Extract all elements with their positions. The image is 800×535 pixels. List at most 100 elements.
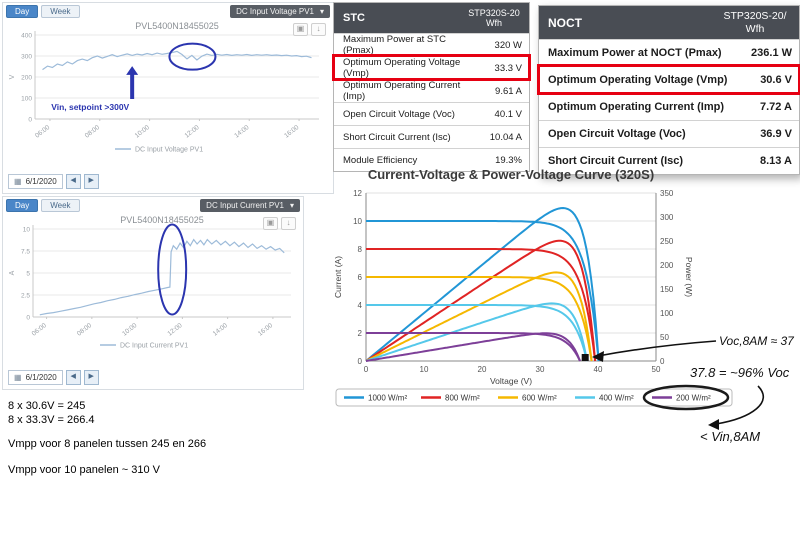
y-axis-unit: A xyxy=(9,270,16,275)
snapshot-icon[interactable]: ▣ xyxy=(293,23,308,36)
x-tick-label: 10:00 xyxy=(121,322,138,338)
spec-label: Optimum Operating Voltage (Vmp) xyxy=(548,74,728,86)
stc-spec-table: STC STP320S-20 Wfh Maximum Power at STC … xyxy=(332,2,531,172)
metric-dropdown[interactable]: DC Input Voltage PV1 ▾ xyxy=(230,5,330,18)
iv-pv-curve-chart: Current-Voltage & Power-Voltage Curve (3… xyxy=(333,167,733,411)
download-icon[interactable]: ↓ xyxy=(281,217,296,230)
iv-curve xyxy=(366,276,593,362)
chart-toolbar: ▣ ↓ xyxy=(293,23,326,36)
series-line xyxy=(39,238,285,316)
spec-label: Optimum Operating Voltage (Vmp) xyxy=(343,57,461,79)
spec-value: 7.72 A xyxy=(759,101,792,113)
voltage-dip-ellipse-annotation xyxy=(168,42,217,71)
vin-note-arrowhead xyxy=(708,419,719,430)
y-tick-label: 100 xyxy=(21,96,32,103)
chart-toolbar: ▣ ↓ xyxy=(263,217,296,230)
iv-chart-title: Current-Voltage & Power-Voltage Curve (3… xyxy=(368,167,654,182)
noct-spec-table: NOCT STP320S-20/ Wfh Maximum Power at NO… xyxy=(537,5,800,175)
spec-value: 10.04 A xyxy=(489,131,522,143)
stc-table-title: STC xyxy=(343,12,365,24)
x-tick-label: 16:00 xyxy=(257,322,274,338)
prev-day-button[interactable]: ◀ xyxy=(65,174,81,189)
spec-label: Module Efficiency xyxy=(343,154,418,166)
vin-note-text: < Vin,8AM xyxy=(700,429,760,444)
right-tick-label: 100 xyxy=(660,309,674,318)
calculation-notes: 8 x 30.6V = 245 8 x 33.3V = 266.4 Vmpp voo… xyxy=(8,400,206,478)
left-tick-label: 8 xyxy=(358,245,363,254)
spec-row: Open Circuit Voltage (Voc) 40.1 V xyxy=(334,102,529,125)
x-tick-label: 08:00 xyxy=(76,322,93,338)
tab-day[interactable]: Day xyxy=(6,199,39,212)
next-day-button[interactable]: ▶ xyxy=(83,174,99,189)
right-tick-label: 200 xyxy=(660,261,674,270)
noct-column-line2: Wfh xyxy=(745,22,765,35)
dc-voltage-chart: PVL5400N18455025 400 300 200 100 0 V 06:00 08:00… xyxy=(9,21,319,154)
x-tick-label: 10 xyxy=(420,365,429,374)
spec-row-highlighted: Optimum Operating Voltage (Vmp) 30.6 V xyxy=(537,64,800,95)
x-tick-label: 12:00 xyxy=(166,322,183,338)
y-tick-label: 300 xyxy=(21,54,32,61)
pv-curve xyxy=(365,332,581,362)
spec-value: 40.1 V xyxy=(494,108,522,120)
note-line: 8 x 30.6V = 245 xyxy=(8,400,86,412)
download-icon[interactable]: ↓ xyxy=(311,23,326,36)
prev-day-button[interactable]: ◀ xyxy=(65,370,81,385)
spec-row: Module Efficiency 19.3% xyxy=(334,148,529,171)
pv-curve xyxy=(365,302,588,362)
legend-label: 800 W/m² xyxy=(445,394,480,403)
snapshot-icon[interactable]: ▣ xyxy=(263,217,278,230)
next-day-button[interactable]: ▶ xyxy=(83,370,99,385)
stc-column-line1: STP320S-20 xyxy=(468,7,520,18)
y-tick-label: 10 xyxy=(23,227,31,234)
legend-label: 1000 W/m² xyxy=(368,394,407,403)
right-tick-label: 150 xyxy=(660,285,674,294)
y-tick-label: 0 xyxy=(26,315,30,322)
legend-label: DC Input Voltage PV1 xyxy=(135,147,203,154)
spec-row: Short Circuit Current (Isc) 10.04 A xyxy=(334,125,529,148)
spec-row: Short Circuit Current (Isc) 8.13 A xyxy=(539,147,799,174)
spec-row: Maximum Power at NOCT (Pmax) 236.1 W xyxy=(539,39,799,66)
tab-week[interactable]: Week xyxy=(41,5,80,18)
noct-table-rows: Maximum Power at NOCT (Pmax) 236.1 W Optim… xyxy=(537,39,800,174)
x-tick-label: 12:00 xyxy=(184,124,201,140)
right-tick-label: 350 xyxy=(660,189,674,198)
spec-label: Maximum Power at NOCT (Pmax) xyxy=(548,47,722,59)
current-jump-ellipse-annotation xyxy=(157,223,188,316)
left-tick-label: 6 xyxy=(358,273,363,282)
date-picker[interactable]: ▦ 6/1/2020 xyxy=(8,370,63,385)
note-line: 8 x 33.3V = 266.4 xyxy=(8,414,95,426)
tab-week[interactable]: Week xyxy=(41,199,80,212)
x-tick-label: 14:00 xyxy=(233,124,250,140)
spec-value: 19.3% xyxy=(495,154,522,166)
right-tick-label: 0 xyxy=(660,357,665,366)
right-tick-label: 250 xyxy=(660,237,674,246)
tab-day[interactable]: Day xyxy=(6,5,39,18)
spec-label: Short Circuit Current (Isc) xyxy=(548,155,684,167)
legend-label: 200 W/m² xyxy=(676,394,711,403)
pv-curve xyxy=(365,239,597,362)
x-tick-label: 40 xyxy=(594,365,603,374)
left-tick-label: 10 xyxy=(353,217,362,226)
pv-curve xyxy=(365,206,600,362)
date-controls: ▦ 6/1/2020 ◀ ▶ xyxy=(8,370,99,385)
metric-dropdown[interactable]: DC Input Current PV1 ▾ xyxy=(200,199,300,212)
voltage-monitor-panel: Day Week DC Input Voltage PV1 ▾ ▣ ↓ PVL5… xyxy=(2,2,334,194)
note-line: Vmpp voor 10 panelen ~ 310 V xyxy=(8,464,160,476)
current-monitor-panel: Day Week DC Input Current PV1 ▾ ▣ ↓ PVL5… xyxy=(2,196,304,390)
x-tick-label: 20 xyxy=(478,365,487,374)
stc-column-line2: Wfh xyxy=(485,18,502,28)
right-axis-title: Power (W) xyxy=(684,257,694,297)
right-tick-label: 300 xyxy=(660,213,674,222)
x-tick-label: 16:00 xyxy=(283,124,300,140)
date-picker[interactable]: ▦ 6/1/2020 xyxy=(8,174,63,189)
calendar-icon: ▦ xyxy=(14,373,22,382)
period-tabs: Day Week xyxy=(6,199,80,212)
left-tick-label: 12 xyxy=(353,189,362,198)
spec-label: Optimum Operating Current (Imp) xyxy=(343,80,461,102)
noct-column-header: STP320S-20/ Wfh xyxy=(711,10,799,34)
spec-label: Maximum Power at STC (Pmax) xyxy=(343,34,446,56)
y-tick-label: 0 xyxy=(28,117,32,124)
x-tick-label: 50 xyxy=(652,365,661,374)
iv-curve xyxy=(366,248,597,362)
spec-row: Optimum Operating Current (Imp) 9.61 A xyxy=(334,79,529,102)
